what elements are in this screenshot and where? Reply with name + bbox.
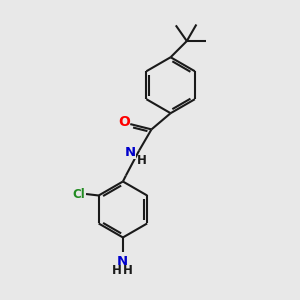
Text: N: N <box>125 146 136 159</box>
Text: N: N <box>117 254 128 268</box>
Text: Cl: Cl <box>72 188 85 200</box>
Text: H: H <box>123 264 133 277</box>
Text: H: H <box>112 264 122 277</box>
Text: H: H <box>136 154 146 167</box>
Text: O: O <box>118 115 130 129</box>
